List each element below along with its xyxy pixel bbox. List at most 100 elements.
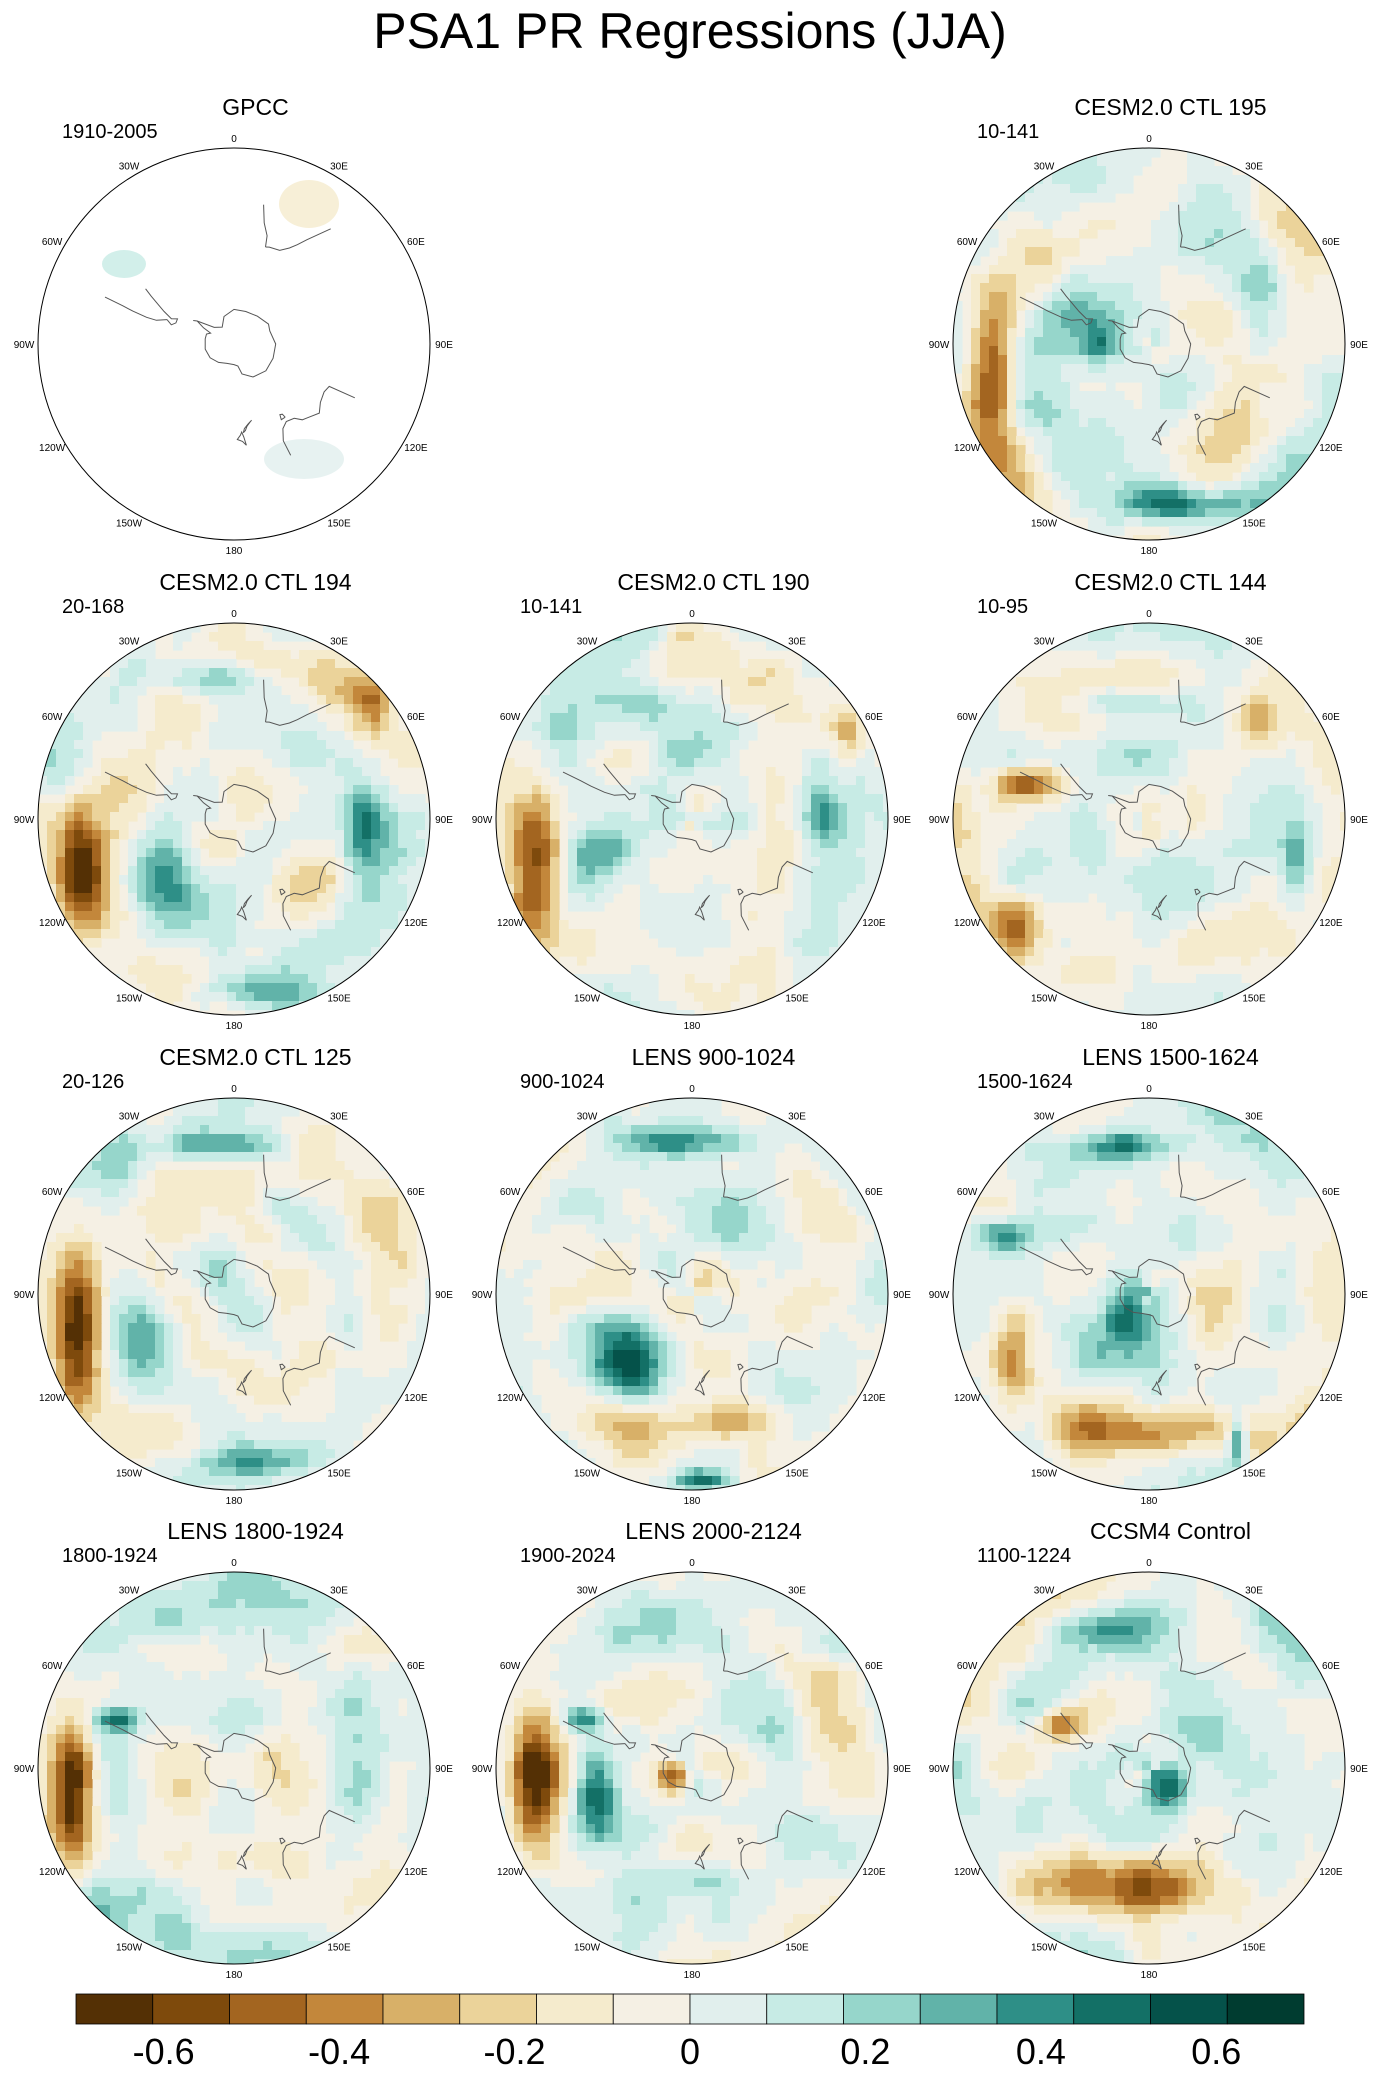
field-cell [811,875,821,885]
field-cell [1043,319,1053,329]
field-cell [173,992,183,1002]
field-cell [1268,463,1278,473]
field-cell [1052,812,1062,822]
field-cell [1295,713,1305,723]
field-cell [757,983,767,993]
coastline [737,888,744,896]
field-cell [155,920,165,930]
field-cell [1016,265,1026,275]
field-cell [766,695,776,705]
field-cell [353,1179,363,1189]
field-cell [335,758,345,768]
field-cell [218,956,228,966]
field-cell [1313,409,1323,419]
field-cell [272,695,282,705]
field-cell [856,758,866,768]
field-cell [971,884,981,894]
field-cell [676,938,686,948]
field-cell [335,1161,345,1171]
field-cell [389,1170,399,1180]
field-cell [1016,902,1026,912]
field-cell [703,902,713,912]
field-cell [218,1179,228,1189]
field-cell [1088,830,1098,840]
field-cell [254,902,264,912]
field-cell [74,722,84,732]
field-cell [1052,463,1062,473]
field-cell [335,938,345,948]
field-cell [1277,731,1287,741]
field-cell [1232,713,1242,723]
field-cell [1241,184,1251,194]
field-cell [962,740,972,750]
field-cell [110,785,120,795]
field-cell [1160,911,1170,921]
field-cell [1169,902,1179,912]
field-cell [874,830,884,840]
field-cell [667,731,677,741]
field-cell [1034,704,1044,714]
field-cell [820,722,830,732]
field-cell [595,794,605,804]
field-cell [1061,382,1071,392]
panel-title: CESM2.0 CTL 144 [1074,569,1267,595]
field-cell [92,1170,102,1180]
field-cell [775,857,785,867]
field-cell [272,749,282,759]
field-cell [1151,301,1161,311]
field-cell [1097,499,1107,509]
field-cell [586,857,596,867]
field-cell [1205,202,1215,212]
field-cell [1097,355,1107,365]
field-cell [1142,409,1152,419]
longitude-label: 30E [330,162,348,173]
field-cell [92,902,102,912]
field-cell [1016,848,1026,858]
field-cell [173,803,183,813]
field-cell [353,749,363,759]
field-cell [1088,875,1098,885]
field-cell [74,731,84,741]
field-cell [1142,454,1152,464]
field-cell [1241,938,1251,948]
field-cell [344,767,354,777]
field-cell [1169,481,1179,491]
field-cell [811,884,821,894]
map-border [495,622,889,1016]
field-cell [164,659,174,669]
field-cell [1196,490,1206,500]
field-cell [730,992,740,1002]
field-cell [631,803,641,813]
field-cell [1151,499,1161,509]
field-cell [1151,310,1161,320]
field-cell [308,902,318,912]
field-cell [1124,400,1134,410]
field-cell [371,875,381,885]
field-cell [1097,794,1107,804]
field-cell [577,947,587,957]
field-cell [1187,517,1197,527]
field-cell [1025,821,1035,831]
field-cell [1205,454,1215,464]
field-cell [146,857,156,867]
field-cell [1124,641,1134,651]
field-cell [1115,508,1125,518]
field-cell [1088,310,1098,320]
field-cell [971,830,981,840]
field-cell [577,794,587,804]
field-cell [730,974,740,984]
field-cell [218,704,228,714]
field-cell [245,1179,255,1189]
field-cell [1115,1010,1125,1015]
field-cell [1250,382,1260,392]
field-cell [1331,776,1341,786]
field-cell [1124,490,1134,500]
field-cell [317,866,327,876]
field-cell [1322,740,1332,750]
field-cell [1295,704,1305,714]
field-cell [613,821,623,831]
field-cell [164,812,174,822]
field-cell [236,920,246,930]
field-cell [1052,337,1062,347]
field-cell [1187,193,1197,203]
